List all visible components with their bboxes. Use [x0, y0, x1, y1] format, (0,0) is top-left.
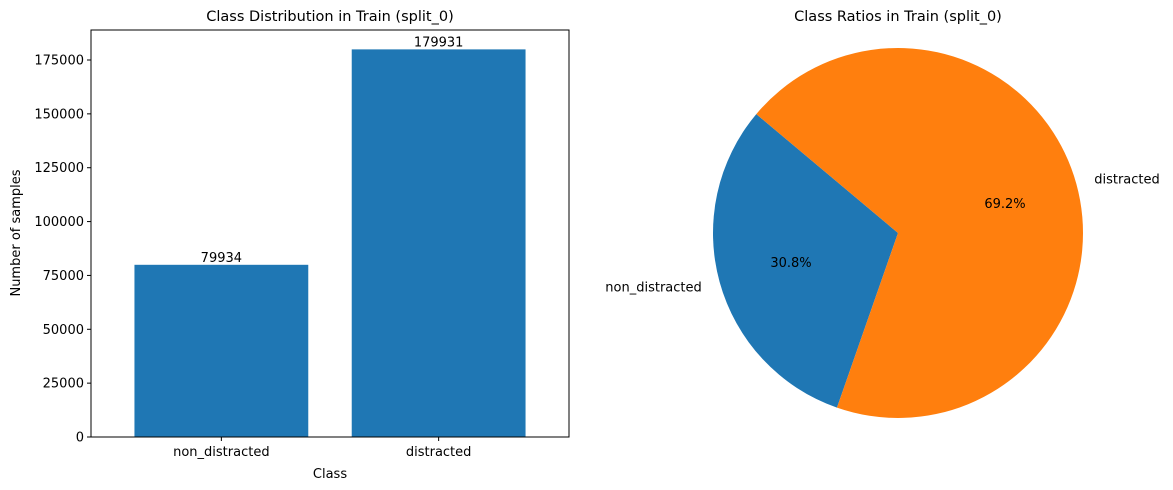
bar-marks — [134, 49, 526, 438]
bar-value-label: 79934 — [201, 251, 242, 266]
y-tick-label: 175000 — [34, 54, 84, 69]
bar-non_distracted — [134, 264, 309, 437]
y-tick-label: 25000 — [43, 377, 84, 392]
pie-labels: non_distracted 30.8% distracted 69.2% — [605, 173, 1159, 296]
bar-plot-frame — [90, 29, 570, 438]
y-tick-label: 100000 — [34, 215, 84, 230]
pie-percent-label: 30.8% — [770, 256, 811, 271]
y-axis-ticks: 0 25000 50000 75000 100000 125000 150000 175000 — [34, 54, 91, 446]
x-axis-ticks: non_distracted distracted — [173, 437, 471, 460]
pie-percent-label: 69.2% — [984, 197, 1025, 212]
pie-slice-label: distracted — [1094, 173, 1160, 188]
bar-chart: Class Distribution in Train (split_0) 79… — [9, 9, 570, 482]
y-axis-label: Number of samples — [9, 169, 24, 296]
x-tick-label: distracted — [406, 445, 472, 460]
pie-slice-distracted — [756, 48, 1083, 418]
x-tick-label: non_distracted — [173, 445, 269, 460]
bar-chart-title: Class Distribution in Train (split_0) — [206, 9, 453, 25]
y-tick-label: 150000 — [34, 107, 84, 122]
x-axis-label: Class — [313, 467, 347, 482]
bar-value-label: 179931 — [414, 35, 464, 50]
pie-chart: Class Ratios in Train (split_0) non_dist… — [605, 9, 1160, 418]
pie-slice-label: non_distracted — [605, 280, 701, 295]
pie-slices — [713, 48, 1083, 418]
y-tick-label: 125000 — [34, 161, 84, 176]
pie-slice-non_distracted — [713, 114, 898, 408]
y-tick-label: 75000 — [43, 269, 84, 284]
y-tick-label: 0 — [76, 431, 84, 446]
bar-distracted — [351, 49, 526, 438]
pie-chart-title: Class Ratios in Train (split_0) — [794, 9, 1002, 25]
bar-value-labels: 79934 179931 — [201, 35, 464, 265]
y-tick-label: 50000 — [43, 323, 84, 338]
